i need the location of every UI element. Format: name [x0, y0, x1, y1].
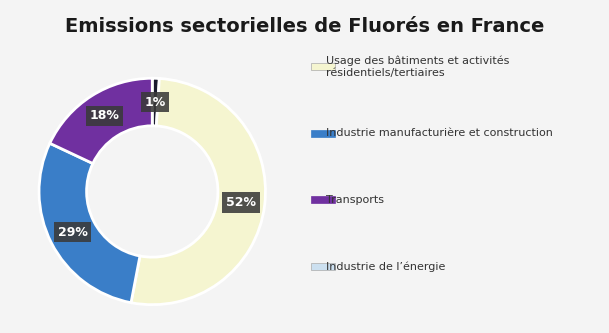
Text: 1%: 1% [144, 96, 166, 109]
Wedge shape [50, 78, 152, 164]
Wedge shape [39, 143, 140, 303]
Text: 29%: 29% [58, 225, 88, 238]
Text: Industrie manufacturière et construction: Industrie manufacturière et construction [326, 128, 553, 138]
Text: 52%: 52% [226, 196, 256, 209]
Wedge shape [152, 78, 160, 126]
Text: Emissions sectorielles de Fluorés en France: Emissions sectorielles de Fluorés en Fra… [65, 17, 544, 36]
Text: Transports: Transports [326, 195, 384, 205]
Text: 18%: 18% [90, 110, 119, 123]
Text: Usage des bâtiments et activités
résidentiels/tertiaires: Usage des bâtiments et activités résiden… [326, 55, 509, 78]
Text: Industrie de l’énergie: Industrie de l’énergie [326, 261, 445, 272]
Wedge shape [131, 79, 266, 305]
